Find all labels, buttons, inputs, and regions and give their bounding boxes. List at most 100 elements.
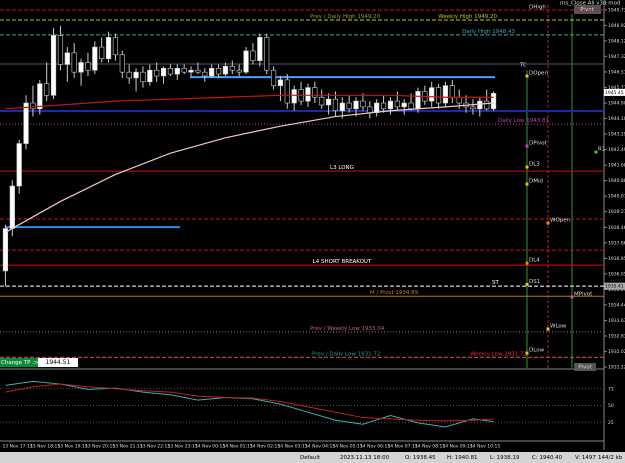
y-tick-label: 1947.32 xyxy=(608,54,625,60)
candle-body xyxy=(126,71,132,79)
candle-body xyxy=(133,71,139,79)
candle-body xyxy=(435,87,442,104)
x-tick-label: 14 Nov 02:15 xyxy=(250,444,280,450)
candle-body xyxy=(477,100,483,110)
pivot-label: DS1 xyxy=(529,279,540,285)
y-tick-label: 1936.05 xyxy=(608,271,625,277)
candle-body xyxy=(484,100,490,110)
pivot-label: WLow xyxy=(550,324,567,330)
plot: 1931.22 1932.02 1932.83 1933.63 1934.44 1935.… xyxy=(0,5,625,450)
y-tick-label: 1937.66 xyxy=(608,240,625,246)
pivot-label: DPivot xyxy=(529,141,548,147)
pivot-button-text[interactable]: Pivot xyxy=(578,365,592,371)
candle-body xyxy=(401,102,407,108)
pivot-dot xyxy=(570,295,574,299)
candle-body xyxy=(380,102,387,110)
pivot-dot xyxy=(525,261,529,265)
candle-body xyxy=(71,52,77,73)
candle-body xyxy=(325,98,332,106)
y-tick-label: 1941.68 xyxy=(608,163,625,169)
candle-body xyxy=(456,96,462,104)
pivot-button[interactable] xyxy=(574,5,601,14)
pivot-dot xyxy=(525,282,529,286)
candle-body xyxy=(442,85,449,104)
candle-body xyxy=(215,67,222,75)
candle-body xyxy=(332,98,339,112)
candle-body xyxy=(160,67,167,77)
candle-body xyxy=(387,100,394,110)
candle-body xyxy=(270,69,277,86)
candle-body xyxy=(167,67,174,75)
candle-body xyxy=(408,102,414,110)
moving-average xyxy=(5,94,494,110)
pivot-dot xyxy=(525,182,529,186)
pivot-dot xyxy=(525,165,529,169)
status-field: Default xyxy=(300,455,321,461)
pivot-button-text[interactable]: Pivot xyxy=(580,7,594,13)
y-tick-label: 1944.90 xyxy=(608,101,625,107)
candle-body xyxy=(490,93,497,110)
x-tick-label: 14 Nov 08:15 xyxy=(415,444,445,450)
level-label: M / Pivot 1934.89 xyxy=(370,290,419,296)
pivot-dot xyxy=(525,144,529,148)
price-box xyxy=(604,282,625,290)
level-label: Weekly Low 1931.72 xyxy=(470,351,527,357)
status-field: 2023.11.13 18:00 xyxy=(340,455,390,461)
pivot-label: DL4 xyxy=(529,258,540,264)
pivot-label: DOpen xyxy=(529,71,548,77)
candle-body xyxy=(284,79,290,104)
candle-body xyxy=(105,37,112,59)
tp-value[interactable]: 1944.51 xyxy=(46,359,71,366)
y-tick-label: 1932.02 xyxy=(608,349,625,355)
y-tick-label: 1934.44 xyxy=(608,302,625,308)
candle-body xyxy=(250,50,256,61)
candle-body xyxy=(277,79,284,86)
pivot-label: DMid xyxy=(529,179,543,185)
x-tick-label: 13 Nov 21:15 xyxy=(112,444,142,450)
candle-body xyxy=(16,143,22,187)
moving-average xyxy=(5,102,494,233)
level-label: L4 SHORT BREAKOUT xyxy=(313,259,372,265)
candle-body xyxy=(85,62,91,71)
pivot-button[interactable] xyxy=(574,363,596,371)
candle-body xyxy=(147,69,153,83)
candle-body xyxy=(2,228,9,272)
candle-body xyxy=(209,67,215,77)
y-tick-label: 1933.63 xyxy=(608,318,625,324)
price-box xyxy=(604,88,625,96)
candle-body xyxy=(229,66,235,71)
candle-body xyxy=(119,54,125,73)
pivot-label: DHigh xyxy=(529,5,546,11)
x-tick-label: 13 Nov 23:15 xyxy=(167,444,197,450)
level-label: Daily Low 1943.81 xyxy=(498,118,549,124)
candle-body xyxy=(99,46,105,59)
pivot-dot xyxy=(546,221,550,225)
y-tick-label: 1936.85 xyxy=(608,256,625,262)
y-tick-label: 1946.51 xyxy=(608,69,625,75)
candle-body xyxy=(44,83,50,96)
y-tick-label: 1948.92 xyxy=(608,23,625,29)
pivot-dot xyxy=(525,74,529,78)
y-tick-label: 1939.27 xyxy=(608,209,625,215)
candle-body xyxy=(202,71,208,77)
candle-body xyxy=(78,62,84,73)
y-tick-label: 1940.07 xyxy=(608,194,625,200)
candle-body xyxy=(312,87,318,98)
tp-value-box[interactable] xyxy=(38,358,78,367)
candle-body xyxy=(222,66,229,75)
level-label: Prev / Daily Low 1931.72 xyxy=(312,351,380,357)
change-tp-button[interactable] xyxy=(0,358,38,367)
status-bar xyxy=(0,452,625,463)
y-tick-label: 1943.29 xyxy=(608,132,625,138)
x-tick-label: 14 Nov 04:15 xyxy=(305,444,335,450)
x-tick-label: 13 Nov 17:15 xyxy=(2,444,32,450)
candle-body xyxy=(339,102,345,112)
status-field: L: 1938.19 xyxy=(490,455,520,461)
level-label: Weekly High 1949.20 xyxy=(438,14,497,20)
y-tick-label: 1945.71 xyxy=(608,85,625,91)
candle-body xyxy=(154,69,160,77)
oscillator-line xyxy=(5,383,494,422)
change-tp-text[interactable]: Change TP :>> xyxy=(1,360,44,366)
